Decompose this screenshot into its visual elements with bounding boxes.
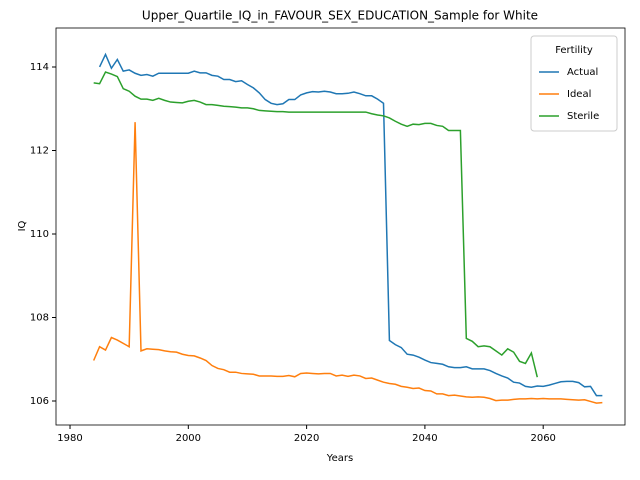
x-tick-label: 2020 (294, 433, 319, 444)
y-tick-label: 112 (30, 145, 49, 156)
legend-label: Actual (567, 67, 598, 78)
legend-label: Sterile (567, 111, 599, 122)
x-tick-label: 2040 (412, 433, 437, 444)
chart-title: Upper_Quartile_IQ_in_FAVOUR_SEX_EDUCATIO… (142, 9, 538, 23)
legend-box (530, 35, 618, 132)
y-axis-label: IQ (17, 220, 28, 231)
legend: Fertility Actual Ideal Sterile (530, 35, 618, 132)
x-axis-label: Years (326, 453, 353, 464)
legend-title: Fertility (555, 45, 593, 56)
y-tick-label: 110 (30, 229, 49, 240)
y-tick-label: 108 (30, 312, 49, 323)
series-line (93, 71, 539, 378)
y-tick-label: 106 (30, 396, 49, 407)
x-tick-label: 2000 (176, 433, 201, 444)
series-line (98, 52, 603, 397)
plot-frame (55, 27, 626, 426)
y-tick-label: 114 (30, 62, 49, 73)
series-line (92, 122, 603, 404)
x-tick-label: 1980 (57, 433, 82, 444)
legend-label: Ideal (567, 89, 591, 100)
x-tick-label: 2060 (530, 433, 555, 444)
